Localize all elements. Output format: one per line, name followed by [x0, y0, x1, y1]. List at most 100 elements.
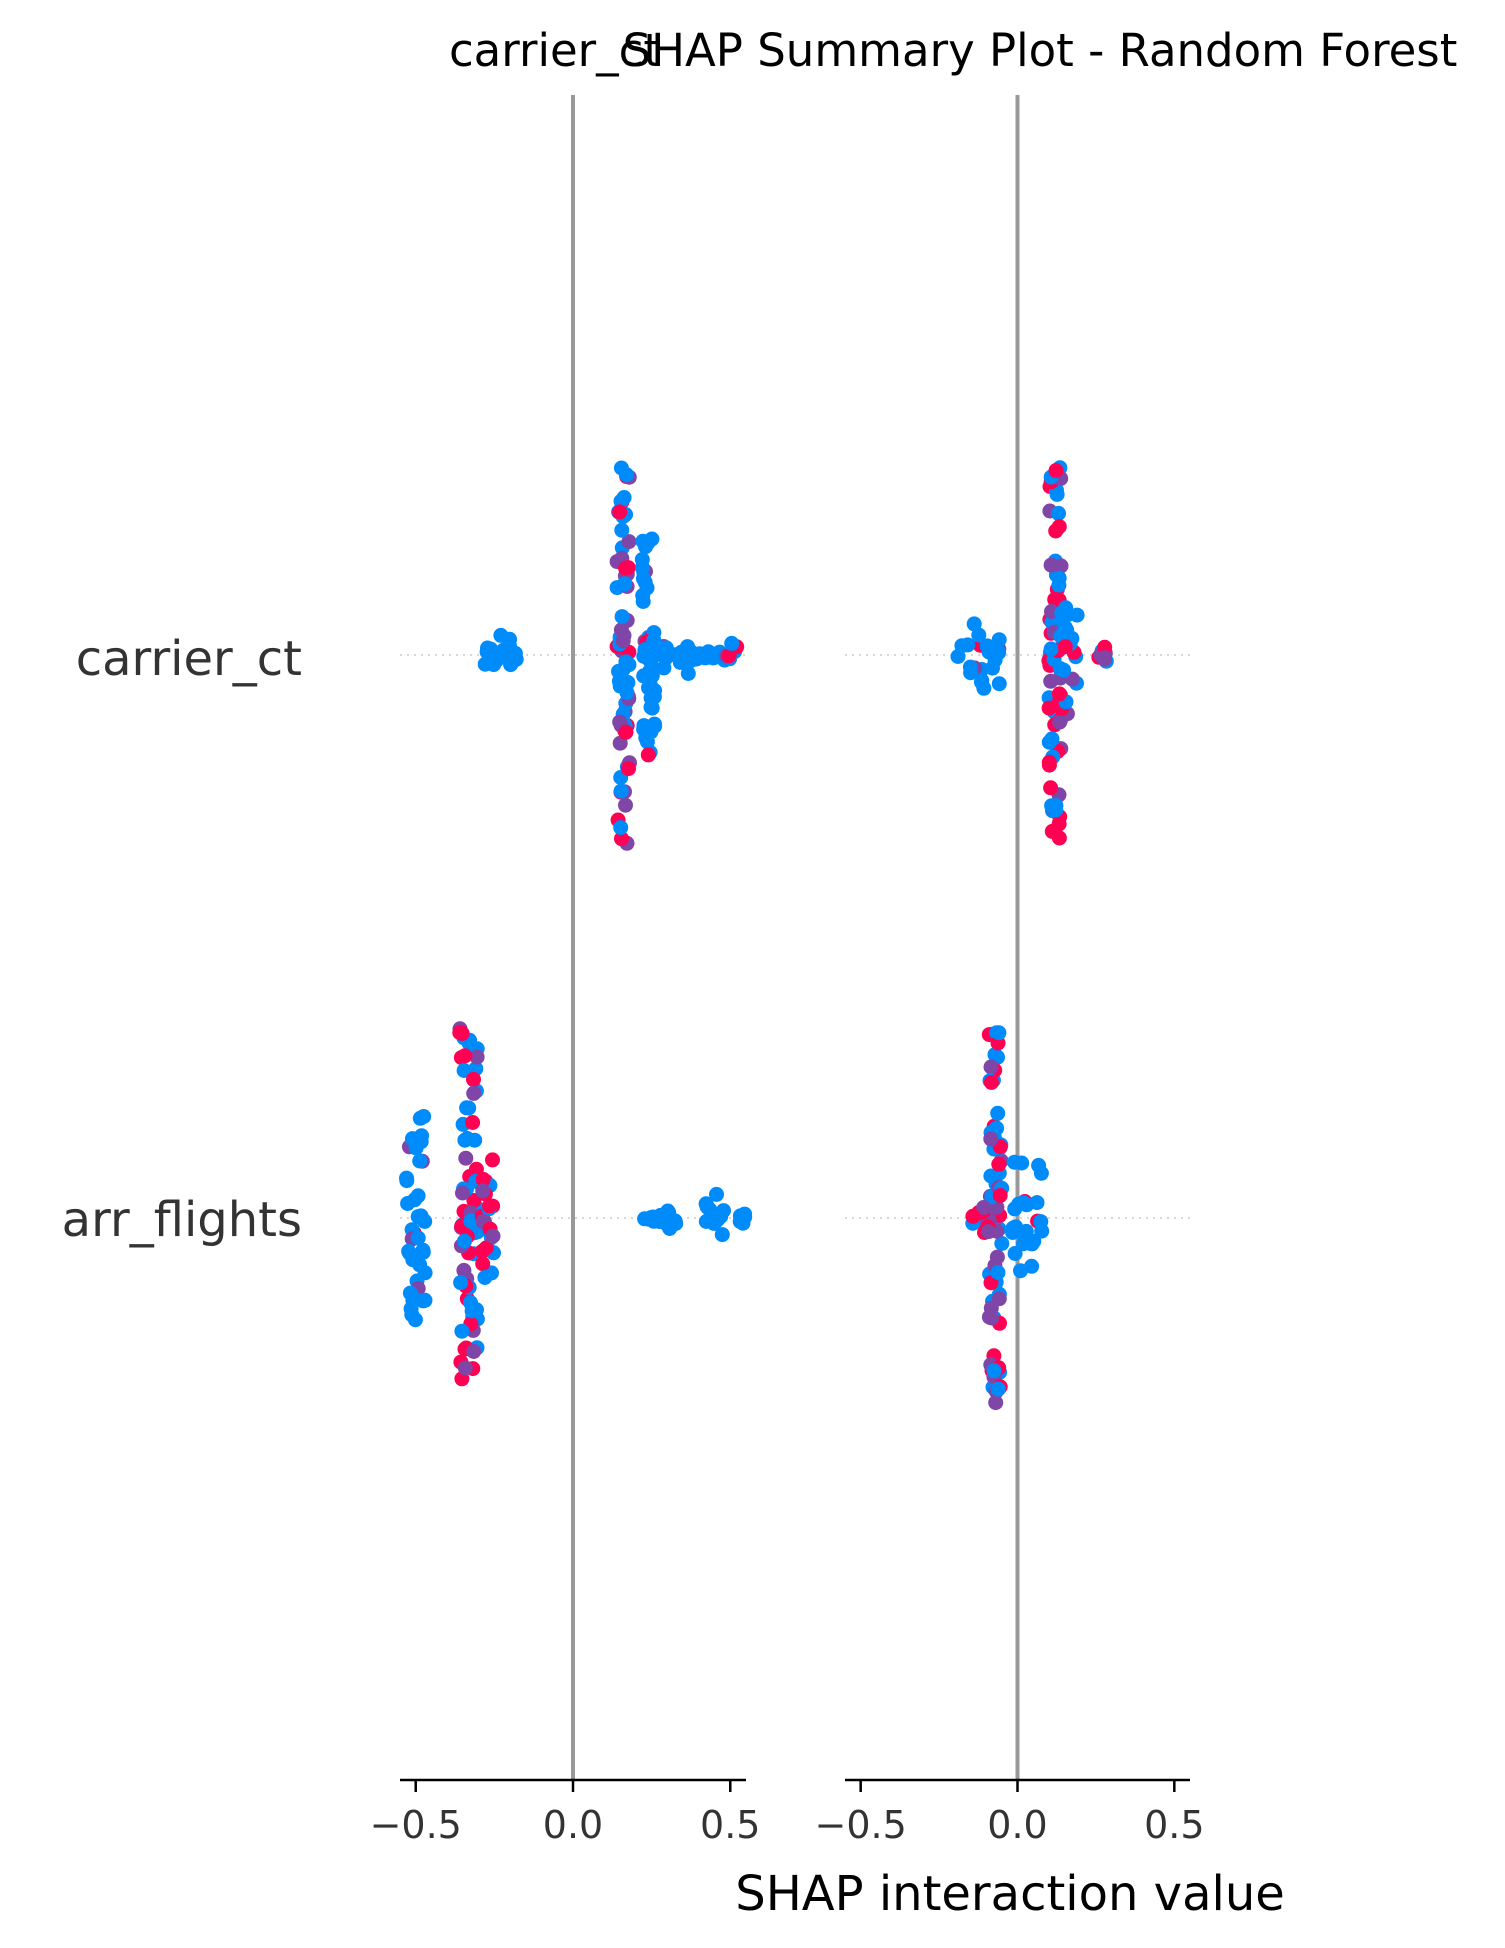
- x-tick-label-panel-0: 0.5: [700, 1803, 760, 1847]
- point-p0-carrier_ct-c1: [621, 534, 637, 550]
- point-p0-carrier_ct-c1: [619, 684, 635, 700]
- point-p1-carrier_ct-c1: [1044, 798, 1060, 814]
- point-p1-carrier_ct-c2: [1051, 686, 1067, 702]
- point-p0-carrier_ct-c0: [502, 638, 517, 654]
- point-p1-arr_flights-c0: [983, 1074, 999, 1090]
- point-p0-carrier_ct-c0: [493, 627, 509, 643]
- point-p0-carrier_ct-c0: [486, 657, 502, 673]
- guide-layer: [400, 654, 1190, 1219]
- point-p0-carrier_ct-c1: [612, 504, 628, 520]
- point-p1-carrier_ct-c0: [991, 645, 1007, 661]
- point-p1-arr_flights-c0: [992, 1188, 1008, 1203]
- point-p1-arr_flights-c0: [994, 1236, 1010, 1251]
- point-p0-carrier_ct-c1: [613, 783, 629, 799]
- point-p0-carrier_ct-c1: [618, 724, 634, 740]
- point-p0-arr_flights-c1: [455, 1185, 470, 1201]
- point-p1-carrier_ct-c1: [1053, 558, 1069, 574]
- zero-line-layer: [571, 95, 1020, 1780]
- chart-title: SHAP Summary Plot - Random Forest: [623, 24, 1458, 77]
- point-p0-arr_flights-c0: [408, 1140, 424, 1156]
- point-p0-carrier_ct-c3: [656, 660, 672, 676]
- point-p1-carrier_ct-c1: [1051, 570, 1067, 586]
- point-p0-arr_flights-c0: [410, 1230, 426, 1246]
- point-p0-arr_flights-c2: [477, 1270, 493, 1285]
- point-p1-arr_flights-c0: [990, 1265, 1006, 1280]
- point-p0-arr_flights-c0: [414, 1210, 430, 1226]
- point-p1-arr_flights-c1: [965, 1208, 981, 1224]
- x-tick-label-panel-0: −0.5: [370, 1803, 462, 1847]
- point-p0-arr_flights-c0: [415, 1242, 431, 1258]
- point-p1-arr_flights-c0: [986, 1363, 1002, 1379]
- point-p1-arr_flights-c1: [976, 1200, 992, 1215]
- point-p0-arr_flights-c4: [710, 1212, 726, 1228]
- text-layer: carrier_ct SHAP Summary Plot - Random Fo…: [62, 24, 1458, 1922]
- point-p0-arr_flights-c2: [475, 1171, 491, 1187]
- point-p0-carrier_ct-c1: [621, 657, 637, 673]
- point-p1-carrier_ct-c3: [1096, 650, 1112, 666]
- point-p0-carrier_ct-c1: [620, 560, 636, 576]
- x-axis-title: SHAP interaction value: [735, 1866, 1285, 1922]
- point-p0-carrier_ct-c1: [618, 467, 634, 483]
- point-p1-carrier_ct-c0: [991, 632, 1007, 648]
- point-p0-carrier_ct-c2: [634, 560, 650, 576]
- point-p0-carrier_ct-c1: [613, 622, 629, 638]
- point-p0-arr_flights-c1: [463, 1213, 479, 1229]
- point-p0-arr_flights-c3: [645, 1209, 661, 1225]
- point-p1-arr_flights-c2: [1019, 1197, 1035, 1213]
- point-p1-arr_flights-c2: [1013, 1263, 1028, 1279]
- point-p1-arr_flights-c2: [1007, 1154, 1022, 1170]
- point-p0-arr_flights-c1: [466, 1085, 482, 1101]
- point-p0-arr_flights-c1: [464, 1303, 480, 1319]
- point-p0-arr_flights-c4: [702, 1201, 718, 1217]
- point-p1-carrier_ct-c0: [950, 649, 966, 664]
- point-p0-arr_flights-c0: [416, 1109, 432, 1124]
- point-p1-carrier_ct-c0: [991, 676, 1007, 692]
- point-p0-carrier_ct-c2: [643, 724, 659, 740]
- x-tick-label-panel-1: 0.5: [1144, 1803, 1204, 1847]
- point-p1-carrier_ct-c1: [1041, 700, 1057, 716]
- point-p0-carrier_ct-c4: [724, 635, 740, 651]
- point-p0-arr_flights-c2: [482, 1198, 497, 1214]
- point-p0-carrier_ct-c4: [721, 648, 737, 664]
- point-p1-carrier_ct-c1: [1043, 641, 1059, 657]
- point-p0-arr_flights-c1: [459, 1131, 475, 1146]
- point-p1-arr_flights-c0: [988, 1395, 1004, 1411]
- point-p0-arr_flights-c0: [415, 1293, 431, 1309]
- point-p0-arr_flights-c1: [469, 1049, 485, 1065]
- point-p1-carrier_ct-c0: [971, 627, 987, 643]
- point-p0-carrier_ct-c1: [621, 761, 636, 777]
- point-p1-arr_flights-c1: [981, 1224, 997, 1240]
- point-p1-arr_flights-c0: [990, 1105, 1006, 1121]
- axes-layer: −0.5 0.0 0.5 −0.5 0.0 0.5: [370, 1778, 1205, 1847]
- point-p1-arr_flights-c0: [983, 1059, 999, 1075]
- point-p0-carrier_ct-c0: [479, 644, 495, 660]
- point-p1-arr_flights-c0: [983, 1131, 999, 1147]
- point-p0-arr_flights-c0: [410, 1188, 426, 1204]
- point-p1-carrier_ct-c0: [963, 665, 979, 681]
- point-p0-arr_flights-c1: [452, 1025, 468, 1041]
- point-p1-carrier_ct-c1: [1051, 816, 1067, 832]
- point-p0-arr_flights-c1: [457, 1233, 472, 1249]
- point-p0-carrier_ct-c1: [614, 522, 630, 538]
- point-p0-carrier_ct-c2: [640, 747, 656, 763]
- point-p0-arr_flights-c2: [478, 1240, 494, 1256]
- point-p1-carrier_ct-c0: [979, 638, 995, 654]
- point-p1-arr_flights-c0: [991, 1156, 1007, 1172]
- feature-label-arr-flights: arr_flights: [62, 1192, 302, 1248]
- point-p1-arr_flights-c2: [1007, 1246, 1023, 1261]
- point-p1-arr_flights-c2: [1033, 1165, 1049, 1181]
- point-p1-carrier_ct-c1: [1051, 830, 1067, 846]
- point-p0-arr_flights-c0: [405, 1252, 421, 1268]
- point-p0-carrier_ct-c1: [613, 820, 629, 836]
- point-p0-carrier_ct-c1: [615, 633, 631, 649]
- point-p0-arr_flights-c1: [456, 1262, 472, 1278]
- point-p0-carrier_ct-c3: [649, 646, 665, 662]
- point-p1-carrier_ct-c2: [1069, 607, 1085, 623]
- point-p0-carrier_ct-c4: [683, 644, 699, 660]
- point-p0-arr_flights-c0: [404, 1307, 420, 1323]
- point-p1-carrier_ct-c1: [1048, 463, 1064, 478]
- point-p0-arr_flights-c1: [461, 1100, 477, 1116]
- point-p0-carrier_ct-c2: [635, 571, 651, 587]
